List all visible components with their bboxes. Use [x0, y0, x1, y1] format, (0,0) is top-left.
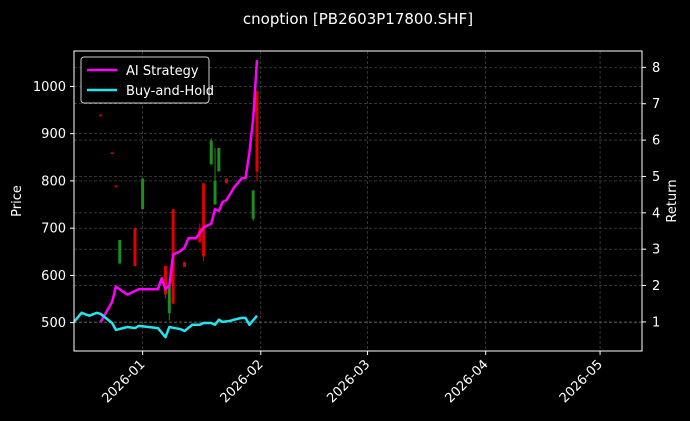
candle-body [110, 152, 114, 155]
candle-body [198, 228, 202, 243]
tick-label-right: 7 [652, 97, 660, 112]
tick-label-right: 6 [652, 134, 660, 149]
tick-label-left: 1000 [33, 80, 66, 95]
candle-body [99, 114, 103, 117]
x-axis: 2026-01 2026-02 2026-03 2026-04 2026-05 [99, 351, 606, 406]
tick-label-left: 500 [41, 316, 66, 331]
candlesticks [99, 91, 259, 321]
legend: AI Strategy Buy-and-Hold [80, 56, 214, 104]
tick-label-right: 3 [652, 243, 660, 258]
candle-body [213, 180, 217, 205]
legend-box [80, 56, 210, 104]
tick-label-right: 8 [652, 61, 660, 76]
tick-label-left: 700 [41, 222, 66, 237]
series-lines [73, 60, 259, 339]
candle-body [255, 91, 259, 172]
tick-label-x: 2026-05 [557, 357, 606, 406]
legend-label-buy-and-hold: Buy-and-Hold [126, 84, 214, 99]
plot-frame [73, 50, 643, 352]
candle-body [251, 190, 255, 219]
tick-label-right: 5 [652, 170, 660, 185]
candle-body [118, 239, 122, 264]
candle-body [217, 147, 221, 172]
tick-label-left: 800 [41, 174, 66, 189]
candle-body [224, 178, 228, 184]
chart-title: cnoption [PB2603P17800.SHF] [243, 10, 473, 28]
candle-body [133, 228, 137, 266]
line-ai-strategy [99, 60, 259, 323]
candle-body [163, 265, 167, 295]
gridlines [74, 51, 642, 351]
y-axis-left-label: Price [10, 185, 25, 217]
y-axis-right-label: Return [665, 179, 680, 222]
tick-label-left: 600 [41, 269, 66, 284]
legend-label-ai-strategy: AI Strategy [126, 64, 199, 79]
candle-body [114, 185, 118, 188]
tick-label-x: 2026-01 [99, 357, 148, 406]
y-axis-right: 1 2 3 4 5 6 7 8 [642, 61, 660, 330]
tick-label-right: 4 [652, 206, 660, 221]
tick-label-right: 2 [652, 279, 660, 294]
tick-label-x: 2026-04 [443, 357, 492, 406]
candle-body [202, 183, 206, 257]
y-axis-left: 500 600 700 800 900 1000 [33, 80, 74, 331]
line-buy-and-hold [73, 311, 258, 339]
candle-body [183, 262, 187, 267]
candle-body [209, 140, 213, 165]
tick-label-right: 1 [652, 315, 660, 330]
tick-label-x: 2026-02 [218, 357, 267, 406]
candle-body [141, 178, 145, 210]
tick-label-left: 900 [41, 127, 66, 142]
candle-body [167, 284, 171, 314]
tick-label-x: 2026-03 [324, 357, 373, 406]
